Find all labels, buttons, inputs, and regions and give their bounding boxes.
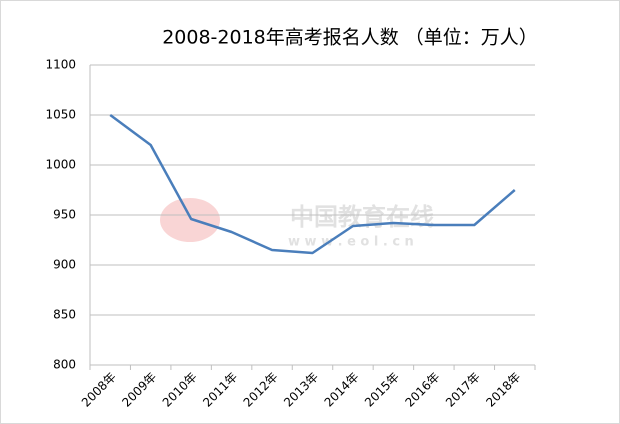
y-tick-label: 950	[53, 208, 76, 222]
y-tick-label: 1050	[45, 108, 76, 122]
chart-title: 2008-2018年高考报名人数 （单位：万人）	[162, 27, 538, 49]
watermark: 中国教育在线 w w w . e o l . c n	[160, 198, 434, 250]
y-tick-label: 900	[53, 258, 76, 272]
data-line	[109, 113, 516, 255]
watermark-text: 中国教育在线	[290, 203, 434, 231]
watermark-logo	[160, 198, 220, 242]
y-tick-label: 800	[53, 358, 76, 372]
y-tick-label: 1000	[45, 158, 76, 172]
watermark-url: w w w . e o l . c n	[288, 235, 414, 250]
y-tick-label: 1100	[45, 58, 76, 72]
y-tick-label: 850	[53, 308, 76, 322]
